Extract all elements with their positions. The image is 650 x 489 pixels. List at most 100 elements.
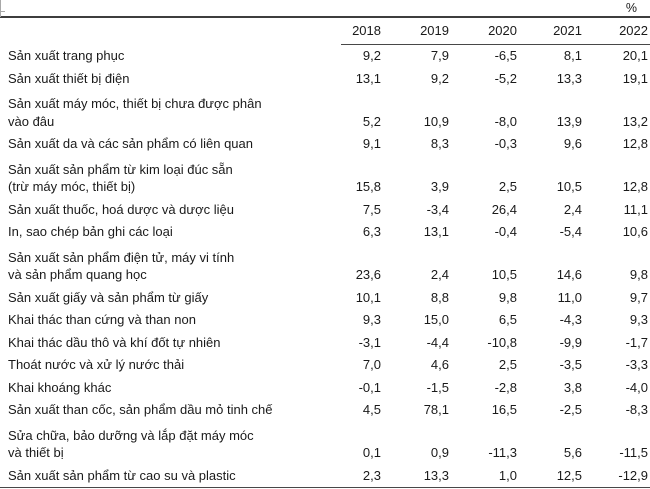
value-cell: -11,3 <box>488 445 517 460</box>
table-row: Sản xuất giấy và sản phẩm từ giấy 10,1 8,8… <box>0 287 650 310</box>
row-label: Sửa chữa, bảo dưỡng và lắp đặt máy móc và… <box>8 427 254 461</box>
table-row: In, sao chép bản ghi các loại 6,3 13,1 -0,4… <box>0 221 650 244</box>
value-cell: 20,1 <box>622 48 648 63</box>
value-cell: 4,6 <box>430 357 449 372</box>
value-cell: 13,3 <box>556 70 582 86</box>
value-cell: -2,8 <box>494 379 517 395</box>
value-cell: 13,1 <box>423 224 449 239</box>
value-cell: 4,5 <box>362 402 381 417</box>
table-row: Sản xuất sản phẩm điện tử, máy vi tính và… <box>0 244 650 287</box>
value-cell: 9,3 <box>629 312 648 327</box>
value-cell: 26,4 <box>491 201 517 217</box>
row-label: In, sao chép bản ghi các loại <box>8 224 173 239</box>
row-label: Khai thác than cứng và than non <box>8 312 196 327</box>
table-row: Sản xuất sản phẩm từ cao su và plastic 2,… <box>0 465 650 488</box>
value-cell: -0,1 <box>358 379 381 395</box>
value-cell: 9,1 <box>362 136 381 151</box>
value-cell: 7,0 <box>362 357 381 372</box>
value-cell: -0,3 <box>494 136 517 151</box>
table-row: Sản xuất máy móc, thiết bị chưa được phâ… <box>0 90 650 133</box>
year-column-header: 2019 <box>383 17 451 45</box>
table-row: Sản xuất than cốc, sản phẩm dầu mỏ tinh … <box>0 399 650 422</box>
table-row: Sản xuất da và các sản phẩm có liên quan… <box>0 133 650 156</box>
value-cell: 3,9 <box>430 179 449 194</box>
value-cell: 13,3 <box>423 467 449 483</box>
value-cell: -5,4 <box>559 224 582 239</box>
value-cell: 19,1 <box>622 70 648 86</box>
value-cell: 10,6 <box>622 224 648 239</box>
value-cell: 8,8 <box>430 289 449 305</box>
row-label: Sản xuất giấy và sản phẩm từ giấy <box>8 289 209 305</box>
value-cell: 11,1 <box>623 201 648 217</box>
value-cell: -6,5 <box>494 48 517 63</box>
row-label: Sản xuất sản phẩm điện tử, máy vi tính và… <box>8 249 235 283</box>
value-cell: 12,5 <box>556 467 582 483</box>
value-cell: 13,1 <box>355 70 381 86</box>
value-cell: 7,9 <box>430 48 449 63</box>
value-cell: -10,8 <box>487 334 517 350</box>
value-cell: 9,2 <box>430 70 449 86</box>
value-cell: 11,0 <box>557 289 582 305</box>
row-label: Sản xuất than cốc, sản phẩm dầu mỏ tinh … <box>8 402 273 417</box>
value-cell: -1,7 <box>625 334 648 350</box>
value-cell: 2,4 <box>563 201 582 217</box>
value-cell: 12,8 <box>622 179 648 194</box>
value-cell: 7,5 <box>362 201 381 217</box>
value-cell: 9,2 <box>362 48 381 63</box>
unit-label: % <box>625 1 637 15</box>
value-cell: 14,6 <box>556 267 582 282</box>
table-row: Sản xuất sản phẩm từ kim loại đúc sẵn (tr… <box>0 156 650 199</box>
label-column-header <box>0 17 341 45</box>
value-cell: 16,5 <box>491 402 517 417</box>
value-cell: 10,9 <box>423 113 449 129</box>
value-cell: -3,5 <box>559 357 582 372</box>
value-cell: -11,5 <box>619 445 648 460</box>
value-cell: 10,5 <box>491 267 517 282</box>
value-cell: -8,0 <box>494 113 517 129</box>
value-cell: 2,3 <box>362 467 381 483</box>
value-cell: 0,1 <box>362 445 381 460</box>
value-cell: 23,6 <box>355 267 381 282</box>
value-cell: 2,5 <box>498 357 517 372</box>
value-cell: -3,1 <box>358 334 381 350</box>
value-cell: 2,4 <box>430 267 449 282</box>
value-cell: -4,0 <box>625 379 648 395</box>
value-cell: 9,6 <box>563 136 582 151</box>
value-cell: 12,8 <box>622 136 648 151</box>
value-cell: 5,6 <box>563 445 582 460</box>
row-label: Sản xuất sản phẩm từ kim loại đúc sẵn (tr… <box>8 161 233 195</box>
table-row: Khai khoáng khác -0,1 -1,5 -2,8 3,8 -4,0 <box>0 377 650 400</box>
row-label: Khai thác dầu thô và khí đốt tự nhiên <box>8 334 221 350</box>
value-cell: -4,4 <box>426 334 449 350</box>
value-cell: 9,7 <box>629 289 648 305</box>
industrial-production-index-table: 2018 2019 2020 2021 2022 Sản xuất trang phục… <box>0 16 650 488</box>
row-label: Sản xuất trang phục <box>8 48 125 63</box>
value-cell: 78,1 <box>423 402 449 417</box>
value-cell: 10,1 <box>355 289 381 305</box>
row-label: Sản xuất thuốc, hoá dược và dược liệu <box>8 201 234 217</box>
value-cell: -4,3 <box>559 312 582 327</box>
value-cell: -3,3 <box>625 357 648 372</box>
table-row: Khai thác dầu thô và khí đốt tự nhiên -3,… <box>0 332 650 355</box>
table-row: Sản xuất trang phục 9,2 7,9 -6,5 8,1 20,1 <box>0 45 650 68</box>
row-label: Sản xuất da và các sản phẩm có liên quan <box>8 136 253 151</box>
value-cell: -8,3 <box>625 402 648 417</box>
year-column-header: 2022 <box>584 17 650 45</box>
value-cell: 5,2 <box>362 113 381 129</box>
value-cell: 1,0 <box>498 467 517 483</box>
row-label: Sản xuất máy móc, thiết bị chưa được phâ… <box>8 96 262 129</box>
value-cell: 9,8 <box>498 289 517 305</box>
table-row: Khai thác than cứng và than non 9,3 15,0 6,… <box>0 309 650 332</box>
value-cell: 3,8 <box>563 379 582 395</box>
value-cell: 8,3 <box>430 136 449 151</box>
value-cell: 9,8 <box>629 267 648 282</box>
value-cell: -0,4 <box>494 224 517 239</box>
table-body: Sản xuất trang phục 9,2 7,9 -6,5 8,1 20,1 Sản … <box>0 45 650 488</box>
row-label: Sản xuất sản phẩm từ cao su và plastic <box>8 467 236 483</box>
table-row: Sửa chữa, bảo dưỡng và lắp đặt máy móc và… <box>0 422 650 465</box>
row-label: Thoát nước và xử lý nước thải <box>8 357 185 372</box>
value-cell: -1,5 <box>426 379 449 395</box>
value-cell: 2,5 <box>498 179 517 194</box>
table-row: Thoát nước và xử lý nước thải 7,0 4,6 2,5 -3… <box>0 354 650 377</box>
